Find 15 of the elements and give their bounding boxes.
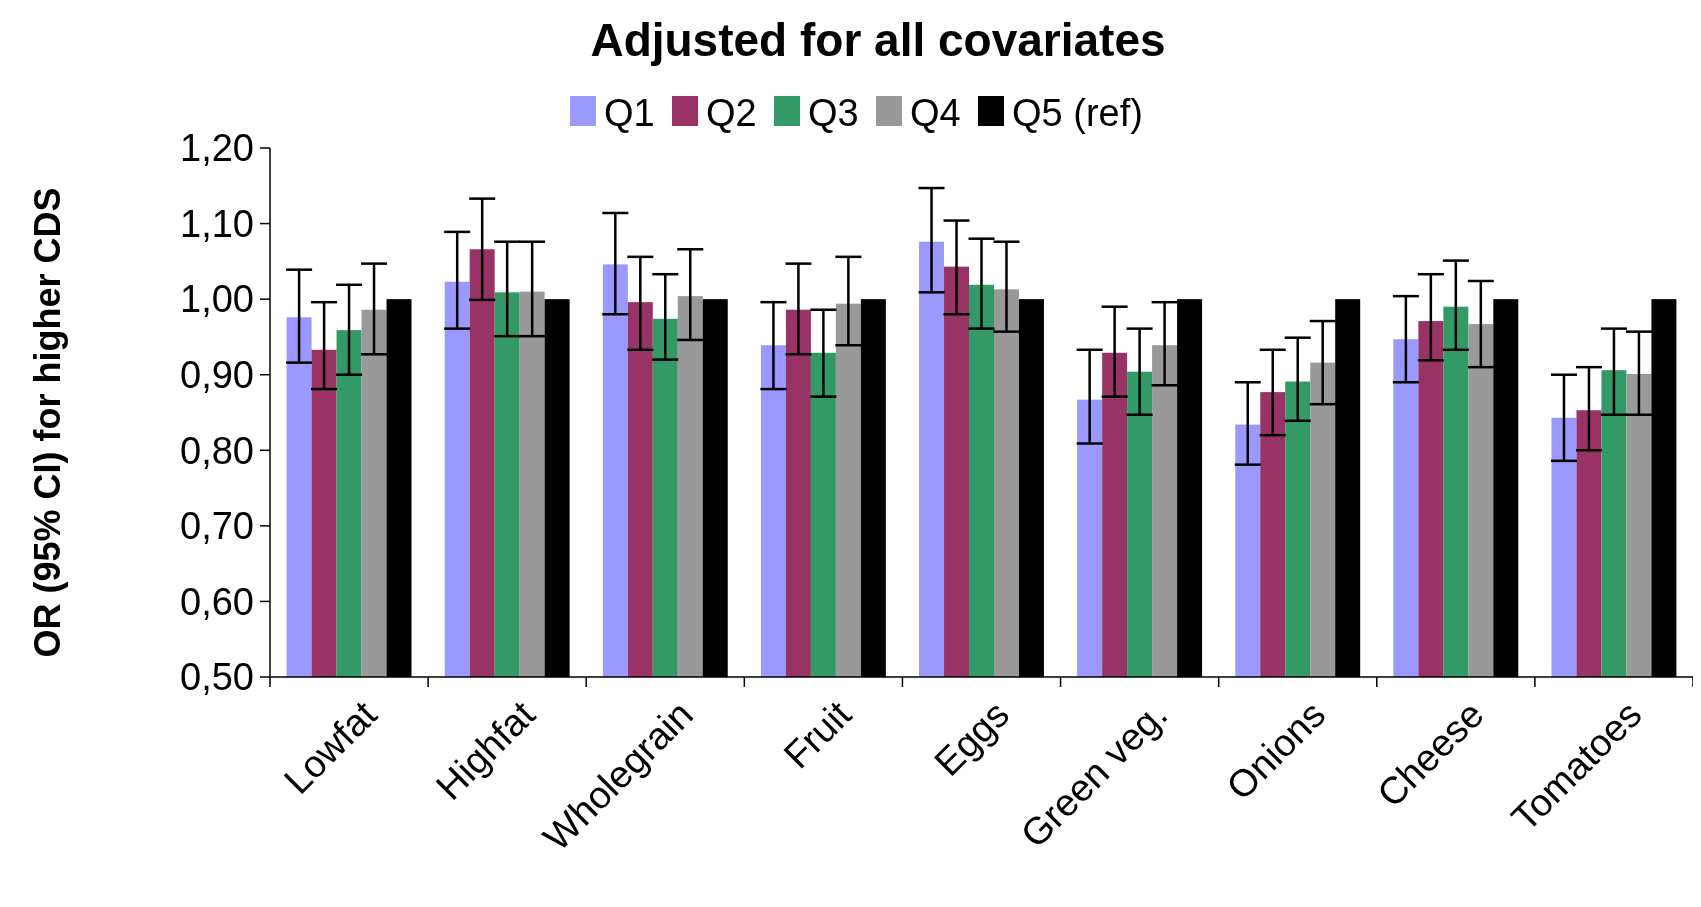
- y-tick-label: 0,70: [180, 505, 254, 548]
- legend-label: Q4: [910, 92, 961, 134]
- legend-label: Q3: [808, 92, 859, 134]
- y-axis-title: OR (95% CI) for higher CDS: [27, 187, 68, 658]
- legend-label: Q1: [604, 92, 655, 134]
- legend-label: Q2: [706, 92, 757, 134]
- legend-label: Q5 (ref): [1012, 92, 1143, 134]
- y-tick-label: 0,80: [180, 429, 254, 472]
- y-tick-label: 1,10: [180, 202, 254, 245]
- y-tick-label: 0,60: [180, 580, 254, 623]
- y-tick-label: 0,50: [180, 656, 254, 699]
- y-tick-label: 1,00: [180, 278, 254, 321]
- y-tick-label: 0,90: [180, 354, 254, 397]
- chart-title: Adjusted for all covariates: [590, 14, 1166, 66]
- y-tick-label: 1,20: [180, 127, 254, 170]
